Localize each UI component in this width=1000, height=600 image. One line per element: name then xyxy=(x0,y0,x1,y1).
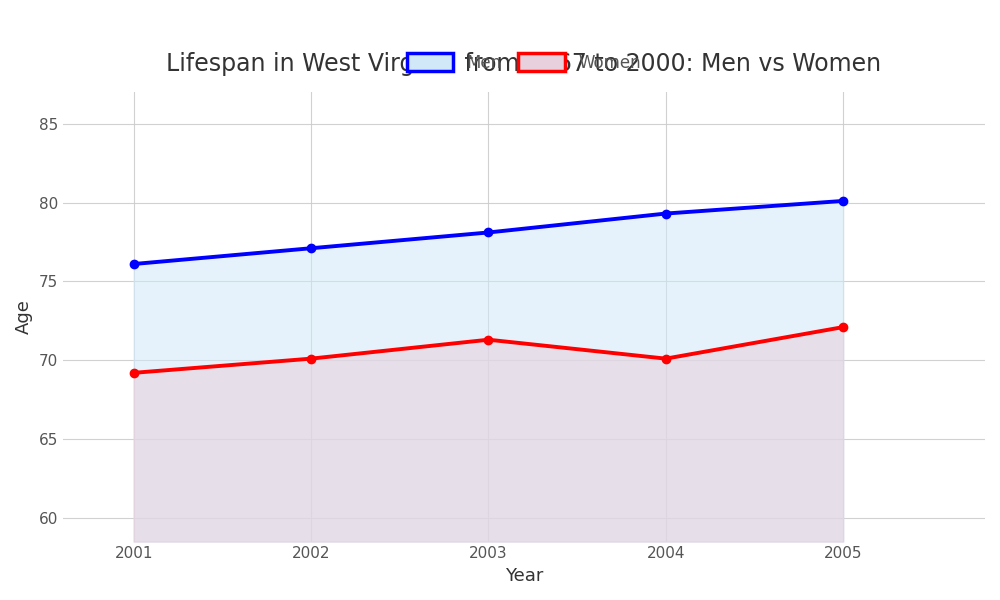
X-axis label: Year: Year xyxy=(505,567,543,585)
Legend: Men, Women: Men, Women xyxy=(400,47,648,79)
Y-axis label: Age: Age xyxy=(15,299,33,334)
Title: Lifespan in West Virginia from 1967 to 2000: Men vs Women: Lifespan in West Virginia from 1967 to 2… xyxy=(166,52,881,76)
